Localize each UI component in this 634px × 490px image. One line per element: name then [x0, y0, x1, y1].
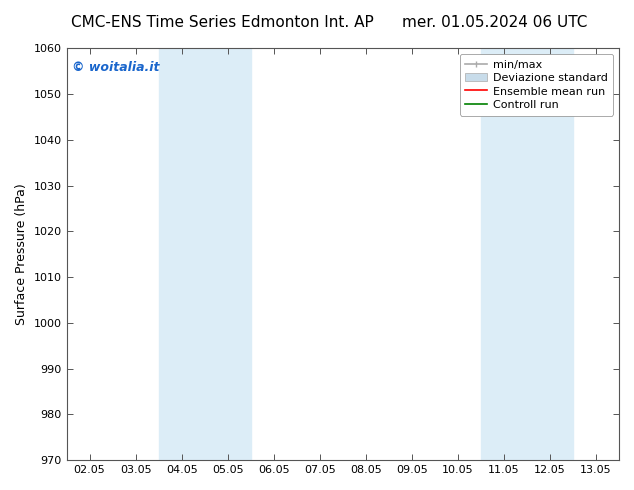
Text: © woitalia.it: © woitalia.it — [72, 61, 160, 74]
Text: mer. 01.05.2024 06 UTC: mer. 01.05.2024 06 UTC — [402, 15, 587, 30]
Bar — [158, 49, 250, 460]
Bar — [481, 49, 573, 460]
Legend: min/max, Deviazione standard, Ensemble mean run, Controll run: min/max, Deviazione standard, Ensemble m… — [460, 54, 614, 116]
Text: CMC-ENS Time Series Edmonton Int. AP: CMC-ENS Time Series Edmonton Int. AP — [70, 15, 373, 30]
Y-axis label: Surface Pressure (hPa): Surface Pressure (hPa) — [15, 183, 28, 325]
